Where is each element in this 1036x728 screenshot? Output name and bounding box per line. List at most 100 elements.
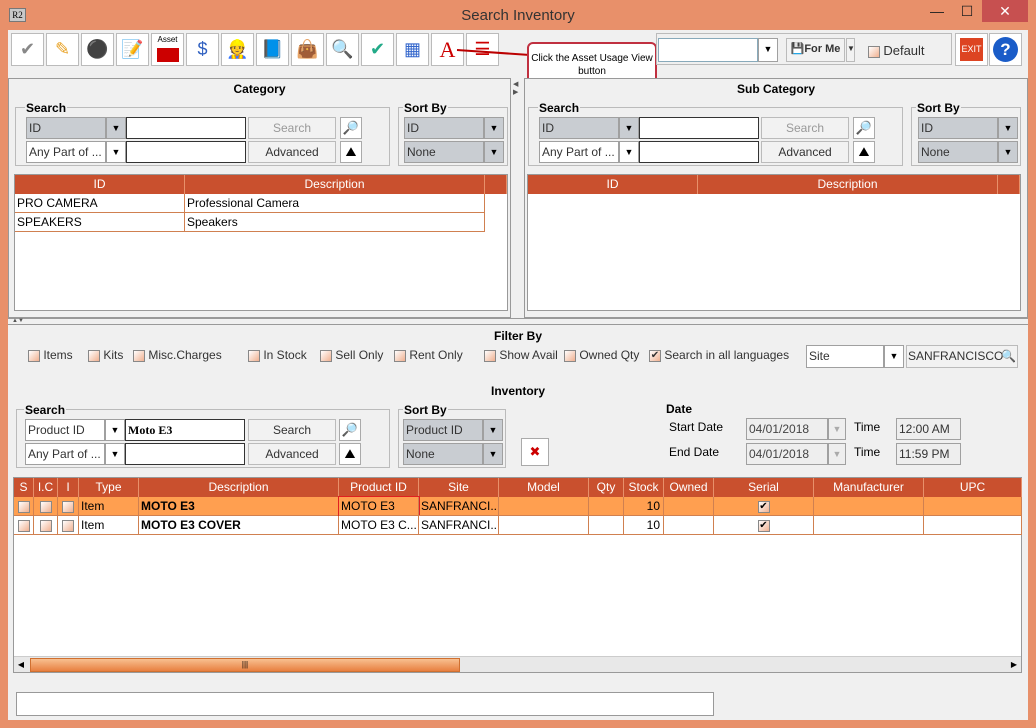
column-header-id[interactable]: ID: [15, 175, 185, 194]
subcategory-search-button[interactable]: Search: [761, 117, 849, 139]
row-checkbox-s[interactable]: [14, 516, 34, 535]
column-header-manufacturer[interactable]: Manufacturer: [814, 478, 924, 497]
notepad-edit-icon[interactable]: 📝: [116, 33, 149, 66]
scrollbar-thumb[interactable]: |||: [30, 658, 460, 672]
table-row[interactable]: Item MOTO E3 COVER MOTO E3 C... SANFRANCI..…: [14, 516, 1022, 535]
row-checkbox-ic[interactable]: [34, 516, 58, 535]
chevron-down-icon[interactable]: ▼: [484, 141, 504, 163]
chevron-down-icon[interactable]: ▼: [619, 117, 639, 139]
category-sort2-select[interactable]: None: [404, 141, 484, 163]
vertical-splitter[interactable]: ◀ ▶: [513, 81, 519, 96]
subcategory-match-select[interactable]: Any Part of ...: [539, 141, 619, 163]
column-header-type[interactable]: Type: [79, 478, 139, 497]
filter-checkbox-misc-charges[interactable]: Misc.Charges: [133, 348, 222, 362]
chevron-down-icon[interactable]: ▼: [483, 443, 503, 465]
search-folder-icon[interactable]: 🔍: [326, 33, 359, 66]
inventory-match-select[interactable]: Any Part of ...: [25, 443, 105, 465]
column-header-upc[interactable]: UPC: [924, 478, 1022, 497]
for-me-menu-arrow[interactable]: ▼: [846, 38, 855, 62]
price-tag-icon[interactable]: $: [186, 33, 219, 66]
magnifier-icon[interactable]: 🔎: [853, 117, 875, 139]
column-header-qty[interactable]: Qty: [589, 478, 624, 497]
asset-icon[interactable]: Asset: [151, 33, 184, 66]
kits-icon[interactable]: ⚫: [81, 33, 114, 66]
close-button[interactable]: ✕: [982, 0, 1028, 22]
maximize-button[interactable]: ☐: [960, 3, 974, 19]
subcategory-sort2-select[interactable]: None: [918, 141, 998, 163]
table-row[interactable]: Item MOTO E3 MOTO E3 SANFRANCI... 10 ✔: [14, 496, 1022, 517]
inventory-sort1-select[interactable]: Product ID: [403, 419, 483, 441]
column-header-site[interactable]: Site: [419, 478, 499, 497]
column-header-i-c[interactable]: I.C: [34, 478, 58, 497]
filter-checkbox-rent-only[interactable]: Rent Only: [394, 348, 463, 362]
bars-view-icon[interactable]: ☰: [466, 33, 499, 66]
column-header-description[interactable]: Description: [185, 175, 485, 194]
filter-checkbox-items[interactable]: Items: [28, 348, 73, 362]
category-field-select[interactable]: ID: [26, 117, 106, 139]
inventory-sort2-select[interactable]: None: [403, 443, 483, 465]
column-header-serial[interactable]: Serial: [714, 478, 814, 497]
chevron-down-icon[interactable]: ▼: [105, 443, 125, 465]
book-icon[interactable]: 📘: [256, 33, 289, 66]
row-checkbox-i[interactable]: [58, 497, 79, 516]
category-match-input[interactable]: [126, 141, 246, 163]
column-header-model[interactable]: Model: [499, 478, 589, 497]
filter-checkbox-show-avail[interactable]: Show Avail: [484, 348, 558, 362]
chevron-down-icon[interactable]: ▼: [484, 117, 504, 139]
filter-checkbox-search-in-all-languages[interactable]: ✔ Search in all languages: [649, 348, 789, 362]
horizontal-scrollbar[interactable]: ◀ ||| ▶: [14, 656, 1021, 672]
magnifier-icon[interactable]: 🔎: [340, 117, 362, 139]
column-header-product-id[interactable]: Product ID: [339, 478, 419, 497]
filter-checkbox-kits[interactable]: Kits: [88, 348, 123, 362]
shopping-bag-icon[interactable]: 👜: [291, 33, 324, 66]
chevron-down-icon[interactable]: ▼: [106, 117, 126, 139]
column-header-stock[interactable]: Stock: [624, 478, 664, 497]
chevron-down-icon[interactable]: ▼: [828, 443, 846, 465]
advanced-search-icon[interactable]: ⛰: [340, 141, 362, 163]
row-checkbox-i[interactable]: [58, 516, 79, 535]
status-field[interactable]: [16, 692, 714, 716]
column-header-id[interactable]: ID: [528, 175, 698, 194]
inventory-advanced-button[interactable]: Advanced: [248, 443, 336, 465]
start-time-field[interactable]: 12:00 AM: [896, 418, 961, 440]
scroll-right-icon[interactable]: ▶: [1010, 660, 1018, 669]
row-checkbox-ic[interactable]: [34, 497, 58, 516]
scroll-left-icon[interactable]: ◀: [17, 660, 25, 669]
horizontal-splitter[interactable]: ▲▼: [8, 318, 1028, 325]
row-checkbox-serial[interactable]: ✔: [714, 497, 814, 516]
subcategory-advanced-button[interactable]: Advanced: [761, 141, 849, 163]
filter-checkbox-owned-qty[interactable]: Owned Qty: [564, 348, 639, 362]
chevron-down-icon[interactable]: ▼: [106, 141, 126, 163]
chevron-down-icon[interactable]: ▼: [998, 141, 1018, 163]
end-date-field[interactable]: 04/01/2018: [746, 443, 828, 465]
subcategory-search-input[interactable]: [639, 117, 759, 139]
advanced-search-icon[interactable]: ⛰: [853, 141, 875, 163]
chevron-down-icon[interactable]: ▼: [998, 117, 1018, 139]
category-search-input[interactable]: [126, 117, 246, 139]
inventory-search-button[interactable]: Search: [248, 419, 336, 441]
chevron-down-icon[interactable]: ▼: [483, 419, 503, 441]
category-match-select[interactable]: Any Part of ...: [26, 141, 106, 163]
exit-button[interactable]: EXIT: [955, 33, 988, 66]
for-me-button[interactable]: 💾For Me: [786, 38, 845, 62]
filter-scope-select[interactable]: Site: [806, 345, 884, 368]
column-header-s[interactable]: S: [14, 478, 34, 497]
row-checkbox-s[interactable]: [14, 497, 34, 516]
end-time-field[interactable]: 11:59 PM: [896, 443, 961, 465]
filter-checkbox-in-stock[interactable]: In Stock: [248, 348, 307, 362]
price-approve-icon[interactable]: ✔: [361, 33, 394, 66]
help-button[interactable]: ?: [989, 33, 1022, 66]
magnifier-icon[interactable]: 🔎: [339, 419, 361, 441]
category-advanced-button[interactable]: Advanced: [248, 141, 336, 163]
filter-checkbox-sell-only[interactable]: Sell Only: [320, 348, 383, 362]
pencil-icon[interactable]: ✎: [46, 33, 79, 66]
advanced-search-icon[interactable]: ⛰: [339, 443, 361, 465]
row-checkbox-serial[interactable]: ✔: [714, 516, 814, 535]
saved-search-combo[interactable]: [658, 38, 758, 62]
contractor-pay-icon[interactable]: 👷: [221, 33, 254, 66]
category-sort1-select[interactable]: ID: [404, 117, 484, 139]
column-header-description[interactable]: Description: [698, 175, 998, 194]
chevron-down-icon[interactable]: ▼: [105, 419, 125, 441]
inventory-search-input[interactable]: Moto E3: [125, 419, 245, 441]
default-checkbox[interactable]: Default: [868, 43, 925, 58]
